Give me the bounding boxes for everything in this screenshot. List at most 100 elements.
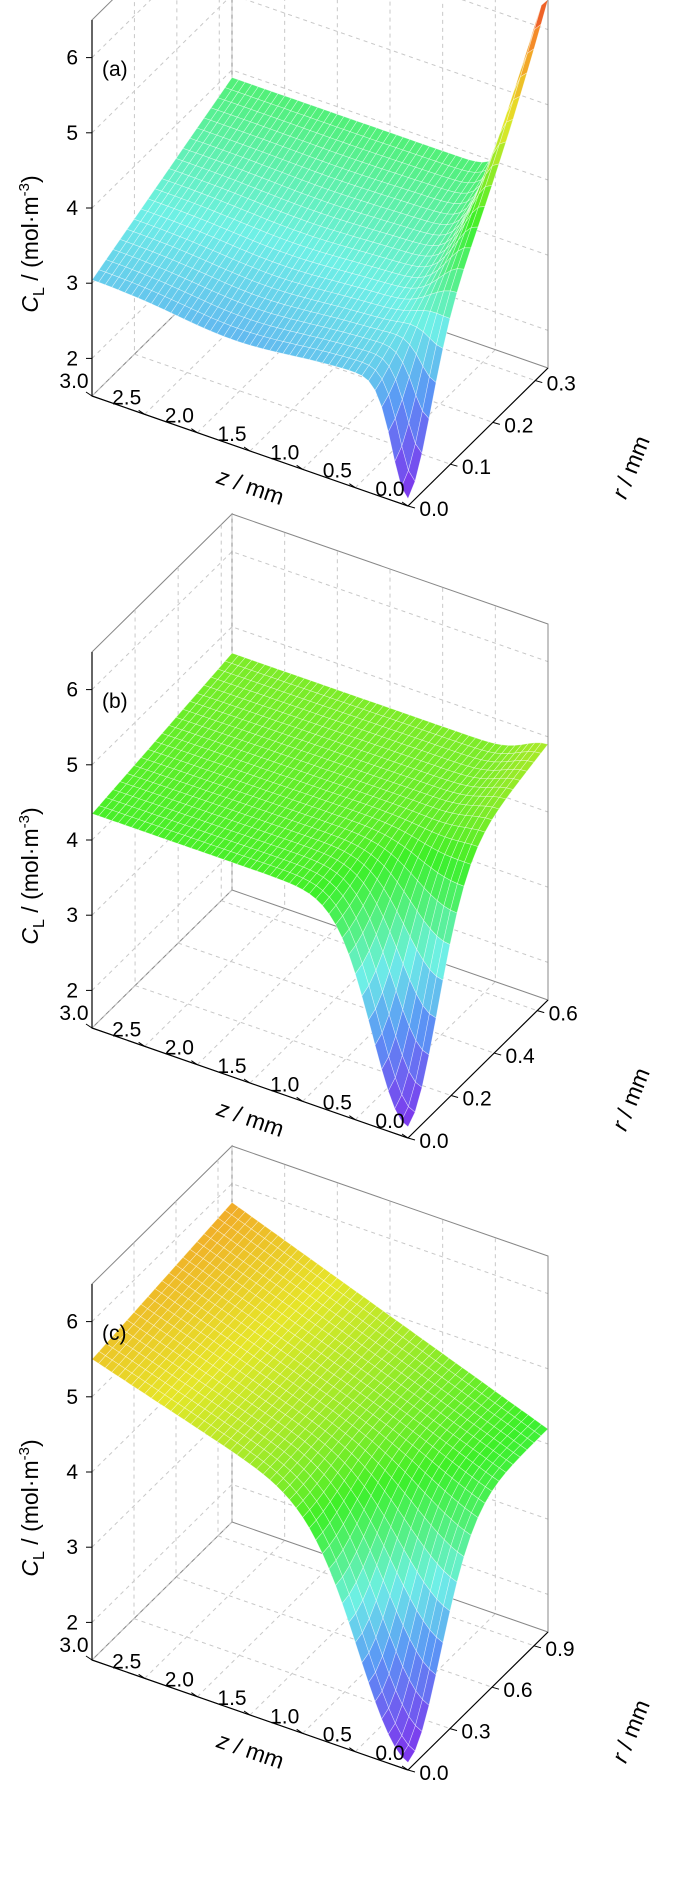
z-tick: [296, 1096, 303, 1102]
c-tick-label: 6: [66, 47, 78, 70]
z-tick-label: 0.5: [323, 460, 352, 483]
c-tick-label: 3: [66, 272, 78, 295]
z-tick-label: 1.0: [270, 1705, 299, 1728]
z-tick-label: 0.0: [375, 478, 404, 501]
r-axis-line: [407, 999, 549, 1139]
z-tick: [401, 1133, 409, 1139]
c-tick-label: 6: [66, 679, 78, 702]
r-tick: [533, 1645, 542, 1649]
r-tick: [450, 463, 458, 467]
z-tick: [401, 1765, 409, 1771]
z-tick: [85, 1023, 93, 1029]
r-tick: [492, 421, 500, 425]
r-tick-label: 0.2: [462, 1088, 491, 1111]
c-tick-label: 2: [66, 347, 78, 370]
z-tick-label: 1.5: [217, 423, 246, 446]
r-tick: [535, 380, 543, 384]
r-tick-label: 0.4: [506, 1045, 536, 1068]
r-tick: [450, 1095, 459, 1099]
c-axis-label: CL / (mol·m-3): [16, 807, 48, 944]
r-tick: [407, 505, 416, 509]
c-tick-label: 4: [66, 1461, 78, 1484]
r-tick-label: 0.3: [461, 1721, 490, 1744]
surface-mesh: [91, 652, 549, 1128]
z-tick-label: 2.0: [165, 1669, 194, 1692]
r-axis-label: r / mm: [606, 1696, 655, 1766]
z-tick-label: 2.5: [112, 386, 141, 409]
z-tick-label: 1.0: [270, 1073, 299, 1096]
r-tick-label: 0.0: [419, 1762, 448, 1785]
z-tick: [243, 1710, 251, 1716]
z-tick: [138, 1673, 145, 1679]
z-tick: [191, 1692, 198, 1698]
z-tick: [138, 1041, 145, 1047]
r-tick-label: 0.9: [545, 1638, 574, 1661]
z-tick-label: 1.0: [270, 441, 299, 464]
z-tick-label: 1.5: [217, 1055, 246, 1078]
z-tick: [191, 1060, 198, 1066]
z-axis-label: z / mm: [213, 1727, 288, 1774]
c-tick-label: 3: [66, 904, 78, 927]
r-tick-label: 0.0: [419, 498, 448, 521]
r-tick: [407, 1137, 416, 1141]
r-tick: [449, 1728, 458, 1732]
r-axis-line: [407, 367, 549, 507]
z-tick-label: 1.5: [217, 1687, 246, 1710]
r-tick: [407, 1769, 416, 1773]
z-tick: [401, 501, 409, 507]
z-axis-label: z / mm: [213, 463, 288, 510]
c-tick-label: 5: [66, 122, 78, 145]
z-tick-label: 0.0: [375, 1110, 404, 1133]
z-axis-label: z / mm: [213, 1095, 288, 1142]
r-axis-label: r / mm: [606, 432, 655, 502]
panel-label: (b): [102, 690, 128, 713]
r-tick-label: 0.0: [419, 1130, 448, 1153]
c-tick-label: 3: [66, 1536, 78, 1559]
z-tick: [349, 483, 356, 489]
r-tick-label: 0.3: [547, 373, 576, 396]
z-tick-label: 0.5: [323, 1092, 352, 1115]
z-tick-label: 0.5: [323, 1724, 352, 1747]
z-tick: [138, 409, 145, 415]
r-tick-label: 0.2: [504, 414, 533, 437]
z-tick: [243, 1078, 251, 1084]
z-tick-label: 2.0: [165, 1037, 194, 1060]
z-tick-label: 3.0: [59, 1002, 88, 1025]
c-axis-label: CL / (mol·m-3): [16, 175, 48, 312]
panel-label: (a): [102, 58, 128, 81]
r-axis-line: [407, 1631, 549, 1771]
c-tick-label: 6: [66, 1311, 78, 1334]
c-tick-label: 5: [66, 1386, 78, 1409]
panel-b: 3.0 2.5 2.0 1.5 1.0 0.5 0.0 0.0 0.2 0.4 0.6 2 3 4 5 6 z …: [16, 512, 655, 1153]
z-tick: [349, 1115, 356, 1121]
panel-c: 3.0 2.5 2.0 1.5 1.0 0.5 0.0 0.0 0.3 0.6 0.9 2 3 4 5 6 z …: [16, 1144, 655, 1785]
r-tick: [491, 1686, 500, 1690]
r-tick-label: 0.6: [503, 1679, 532, 1702]
panel-label: (c): [102, 1322, 127, 1345]
c-axis-label: CL / (mol·m-3): [16, 1439, 48, 1576]
z-tick: [296, 464, 303, 470]
c-tick-label: 4: [66, 829, 78, 852]
z-tick: [85, 391, 93, 397]
r-tick: [537, 1010, 545, 1014]
surface-mesh: [91, 1202, 549, 1763]
z-tick-label: 3.0: [59, 1634, 88, 1657]
z-tick: [85, 1655, 93, 1661]
z-tick-label: 2.0: [165, 405, 194, 428]
c-tick-label: 2: [66, 1611, 78, 1634]
c-tick-label: 4: [66, 197, 78, 220]
c-tick-label: 2: [66, 979, 78, 1002]
z-tick-label: 2.5: [112, 1650, 141, 1673]
r-tick: [494, 1052, 502, 1056]
panel-a: 3.0 2.5 2.0 1.5 1.0 0.5 0.0 0.0 0.1 0.2 0.3 2 3 4 5 6 z …: [16, 0, 655, 521]
z-tick: [349, 1747, 356, 1753]
r-tick-label: 0.6: [549, 1003, 578, 1026]
z-tick-label: 2.5: [112, 1018, 141, 1041]
r-tick-label: 0.1: [462, 456, 491, 479]
c-tick-label: 5: [66, 754, 78, 777]
surface-mesh: [91, 0, 549, 500]
z-tick: [191, 428, 198, 434]
z-tick: [296, 1728, 303, 1734]
z-tick-label: 3.0: [59, 370, 88, 393]
